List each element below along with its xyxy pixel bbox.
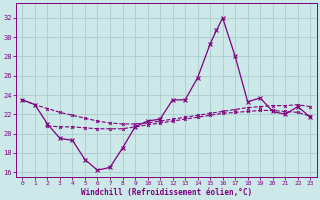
X-axis label: Windchill (Refroidissement éolien,°C): Windchill (Refroidissement éolien,°C) bbox=[81, 188, 252, 197]
